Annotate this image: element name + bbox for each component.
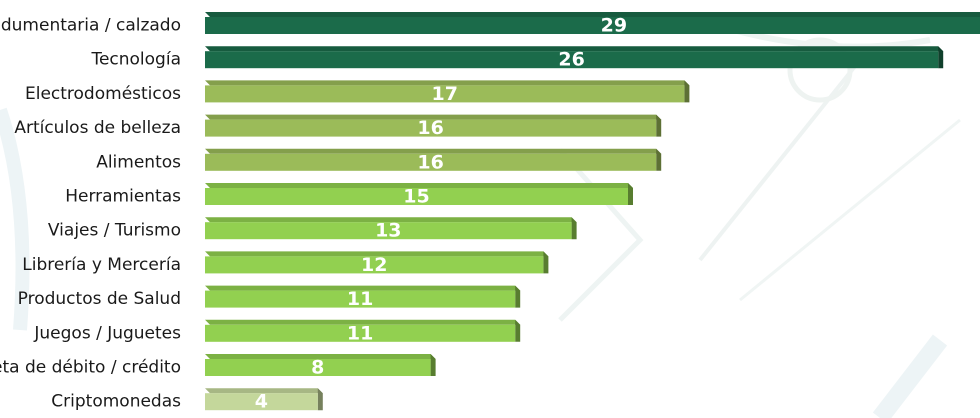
category-label: Alimentos — [96, 152, 181, 172]
value-label: 11 — [347, 288, 373, 310]
category-label: Herramientas — [65, 187, 181, 207]
bars-group — [205, 12, 980, 411]
value-label: 15 — [403, 186, 429, 208]
value-label: 26 — [558, 49, 584, 71]
value-label: 16 — [417, 117, 443, 139]
background-watermark — [0, 17, 961, 418]
value-label: 11 — [347, 322, 373, 344]
bar-tarjeta-de-debito-credito — [205, 354, 436, 376]
value-label: 12 — [361, 254, 387, 276]
category-label: Librería y Mercería — [22, 255, 181, 275]
bar-juegos-juguetes — [205, 319, 521, 342]
bar-viajes-turismo — [205, 217, 577, 240]
bar-criptomonedas — [205, 388, 323, 411]
category-label: Productos de Salud — [18, 289, 181, 309]
category-label: Tarjeta de débito / crédito — [0, 358, 181, 378]
value-label: 29 — [601, 15, 627, 37]
bar-tecnologia — [205, 46, 944, 69]
value-label: 13 — [375, 220, 401, 242]
value-label: 4 — [255, 391, 268, 413]
category-label: Criptomonedas — [51, 392, 181, 412]
category-labels: Indumentaria / calzado Tecnología Electrod… — [0, 16, 181, 412]
category-label: Juegos / Juguetes — [33, 323, 181, 343]
bar-libreria-y-merceria — [205, 251, 549, 274]
value-label: 16 — [417, 151, 443, 173]
bar-alimentos — [205, 148, 662, 171]
category-label: Indumentaria / calzado — [0, 16, 181, 36]
category-label: Artículos de belleza — [14, 118, 181, 138]
bar-herramientas — [205, 183, 633, 205]
category-label: Viajes / Turismo — [48, 221, 181, 241]
category-label: Electrodomésticos — [25, 84, 181, 104]
bar-indumentaria-calzado — [205, 12, 980, 34]
bar-articulos-de-belleza — [205, 114, 662, 137]
bar-productos-de-salud — [205, 285, 521, 308]
value-label: 17 — [431, 83, 457, 105]
value-label: 8 — [311, 357, 324, 379]
bar-electrodomesticos — [205, 80, 690, 103]
category-label: Tecnología — [90, 50, 181, 70]
